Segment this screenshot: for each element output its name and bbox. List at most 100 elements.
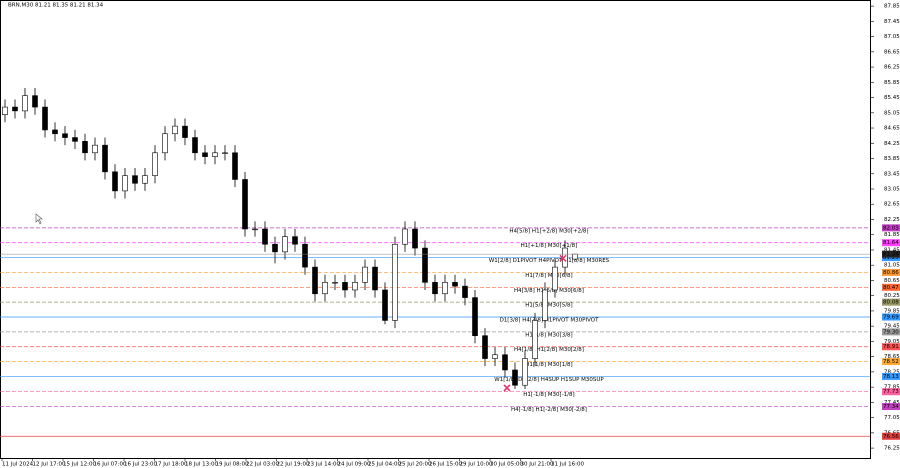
candle-body [282,236,288,253]
level-label: D1[3/8] H4[3/8] H1PIVOT M30PIVOT [500,318,600,324]
candle-body [352,282,358,291]
candle-body [472,297,478,336]
candle-body [192,137,198,154]
candle-body [532,320,538,359]
candle-body [462,285,468,298]
candle-body [172,125,178,135]
price-tag-label: 78.52 [883,359,899,365]
candle-body [502,354,508,371]
x-tick-label: 22 Jul 03:00 [246,462,279,468]
y-tick-label: 85.85 [884,80,900,86]
candle-body [112,171,118,192]
candle-body [232,152,238,180]
signal-marker [559,254,567,262]
price-tag [882,313,900,321]
x-tick-label: 18 Jul 13:00 [185,462,218,468]
last-price-tag [882,250,900,258]
price-tag-label: 78.91 [883,344,899,350]
candle-body [342,282,348,291]
candle-body [382,289,388,321]
level-label: W1[2/8] D1PIVOT H4PIVOT H1[8/8] M30RES [489,258,610,264]
price-tag-label: 77.73 [883,389,899,395]
price-tag [882,268,900,276]
candle-body [442,282,448,295]
y-tick-label: 76.25 [884,446,900,452]
candle-body [322,282,328,295]
candle-body [452,282,458,287]
candle-body [252,228,258,231]
candle-body [572,253,578,260]
x-tick-label: 24 Jul 09:00 [338,462,371,468]
price-tag [882,343,900,351]
x-tick-label: 11 Jul 2024 [2,462,34,468]
price-tag [882,358,900,366]
x-tick-label: 25 Jul 20:00 [399,462,432,468]
candle-body [522,358,528,386]
candle-body [292,236,298,245]
level-label: H1[5/8] M30[5/8] [525,303,572,309]
y-tick-label: 77.05 [884,415,900,421]
candle-body [302,243,308,268]
x-tick-label: 17 Jul 18:00 [155,462,188,468]
price-tag-label: 80.47 [883,285,899,291]
level-label: H4[5/8] H1[+2/8] M30[+2/8] [509,228,588,234]
candle-body [82,141,88,154]
candle-body [312,266,318,295]
candle-body [92,144,98,154]
y-tick-label: 80.25 [884,293,900,299]
candle-body [362,266,368,283]
level-label: H4[1/8] H1[2/8] M30[2/8] [514,347,584,353]
candle-body [42,106,48,131]
y-tick-label: 87.45 [884,19,900,25]
y-tick-label: 79.45 [884,324,900,330]
y-tick-label: 86.65 [884,49,900,55]
plot-frame [0,0,871,459]
candle-body [372,266,378,291]
y-tick-label: 77.85 [884,385,900,391]
signal-marker [503,384,511,392]
candle-body [142,175,148,184]
price-tag [882,224,900,232]
x-tick-label: 30 Jul 21:00 [521,462,554,468]
x-tick-label: 19 Jul 08:00 [216,462,249,468]
price-tag [882,328,900,336]
x-tick-label: 25 Jul 04:00 [368,462,401,468]
candle-body [12,106,18,112]
y-tick-label: 82.65 [884,202,900,208]
price-tag [882,239,900,247]
level-label: H4[-1/8] H1[-2/8] M30[-2/8] [511,407,587,413]
price-tag [882,432,900,440]
y-tick-label: 84.65 [884,126,900,132]
y-tick-label: 84.25 [884,141,900,147]
candle-body [222,152,228,154]
price-tag-label: 77.34 [883,404,899,410]
y-tick-label: 87.05 [884,34,900,40]
candle-body [212,152,218,157]
x-tick-label: 16 Jul 07:00 [94,462,127,468]
y-tick-label: 82.25 [884,217,900,223]
x-tick-label: 29 Jul 10:00 [460,462,493,468]
y-tick-label: 83.85 [884,156,900,162]
price-tag [882,403,900,411]
y-tick-label: 81.05 [884,263,900,269]
y-tick-label: 87.85 [884,4,900,10]
y-tick-label: 78.25 [884,369,900,375]
x-tick-label: 15 Jul 12:00 [63,462,96,468]
candle-body [52,129,58,135]
candle-body [512,369,518,386]
candle-body [2,106,8,115]
x-tick-label: 26 Jul 15:00 [429,462,462,468]
price-tag-label: 82.03 [883,225,899,231]
mouse-cursor [35,213,43,225]
chart-title: BRN,M30 81.21 81.35 81.21 81.34 [8,3,104,9]
level-label: H1[-1/8] M30[-1/8] [523,392,574,398]
candle-body [122,175,128,192]
y-tick-label: 79.05 [884,339,900,345]
level-label: W1[1/8] D1[2/8] H4SUP H1SUP M30SUP [494,377,604,383]
price-tag-label: 78.13 [883,374,899,380]
candle-body [132,175,138,184]
candle-body [272,243,278,253]
x-tick-label: 22 Jul 19:00 [277,462,310,468]
candle-body [182,125,188,138]
